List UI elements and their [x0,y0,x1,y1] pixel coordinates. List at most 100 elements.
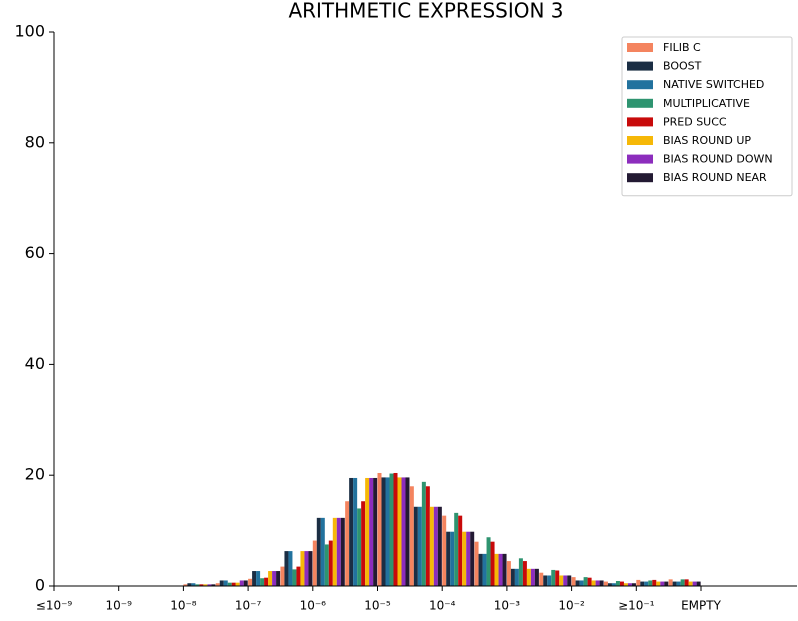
bar [498,553,503,586]
y-tick-label: 20 [25,465,45,484]
x-tick-label: 10⁻⁸ [170,599,197,613]
legend-label: MULTIPLICATIVE [663,97,750,110]
legend-label: BIAS ROUND NEAR [663,171,767,184]
bar [332,517,337,586]
bar [518,558,523,586]
bar [672,581,677,586]
bar [219,580,224,586]
bar [631,583,636,586]
bar [611,583,616,586]
bar [543,575,548,586]
bar [409,486,414,586]
bar [227,582,232,586]
bar [429,506,434,586]
bar [660,581,665,586]
bar [676,581,681,586]
bar [377,472,382,586]
bar [696,581,701,586]
bar [644,581,649,586]
bar [458,515,463,586]
bar [433,506,438,586]
bar [539,572,544,586]
bar [187,583,192,586]
bar [514,568,519,586]
bar [615,581,620,586]
bar [252,571,257,586]
bar [446,531,451,586]
x-tick-label: 10⁻⁷ [235,599,262,613]
x-tick-label: 10⁻⁶ [300,599,327,613]
bar [235,582,240,586]
bar [421,481,426,586]
bar [684,579,689,586]
y-tick-label: 40 [25,354,45,373]
bar [522,561,527,586]
bar [211,584,216,586]
bar [215,583,220,586]
bar [300,551,305,586]
x-tick-label: EMPTY [681,599,722,613]
bar [183,584,188,586]
bar [353,477,358,586]
bar [534,568,539,586]
chart-title: ARITHMETIC EXPRESSION 3 [288,0,563,23]
bar [243,580,248,586]
bar [603,581,608,586]
bar [482,553,487,586]
y-tick-label: 60 [25,243,45,262]
bar [304,551,309,586]
bar [486,537,491,586]
bar [195,584,200,586]
bar [312,540,317,586]
bar [627,583,632,586]
bar [551,569,556,586]
bar [571,577,576,586]
bar [567,575,572,586]
bar [413,506,418,586]
bar [530,568,535,586]
bar [256,571,261,586]
bar [526,568,531,586]
bar [688,581,693,586]
bar [361,501,366,586]
bar [357,508,362,586]
legend-label: BOOST [663,60,702,73]
bar [692,581,697,586]
bar [607,583,612,586]
bar [264,577,269,586]
bar [437,506,442,586]
legend-swatch [627,154,653,164]
bar [272,571,277,586]
legend-box [621,36,793,197]
y-tick-label: 0 [35,576,45,595]
bar [296,566,301,586]
bar [575,580,580,586]
bar [668,579,673,586]
bar [239,580,244,586]
bar [417,506,422,586]
x-tick-label: 10⁻⁴ [429,599,456,613]
bar [506,561,511,586]
bar [425,486,430,586]
bar [389,473,394,586]
bar [656,581,661,586]
bar [502,553,507,586]
bar [316,517,321,586]
x-tick-label: 10⁻⁹ [105,599,132,613]
bar [454,512,459,586]
bar [442,515,447,586]
bar [587,577,592,586]
bar [203,584,208,586]
y-tick-label: 80 [25,132,45,151]
legend-label: PRED SUCC [663,115,727,128]
bar [345,501,350,586]
legend-swatch [627,61,653,71]
bar [397,477,402,586]
x-tick-label: 10⁻² [558,599,585,613]
bar [365,477,370,586]
bar [328,540,333,586]
bar [207,584,212,586]
bar [401,477,406,586]
bar [373,477,378,586]
